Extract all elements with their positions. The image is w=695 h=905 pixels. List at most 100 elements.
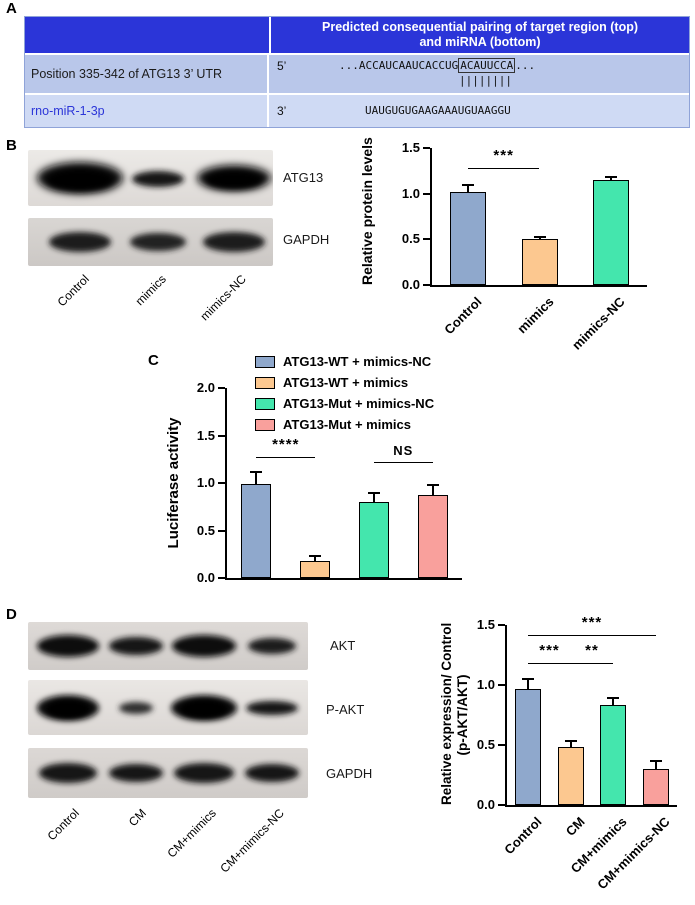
error-bar-cap bbox=[605, 176, 618, 179]
y-axis-title: Relative expression/ Control (p-AKT/AKT) bbox=[439, 622, 471, 805]
y-tick bbox=[423, 284, 430, 286]
y-axis-title-line: Relative protein levels bbox=[358, 137, 375, 285]
five-prime-label: 5’ bbox=[277, 59, 287, 73]
blot-label-gapdh-b: GAPDH bbox=[283, 232, 330, 247]
panel-c-label: C bbox=[148, 352, 159, 369]
y-axis-title-line: Luciferase activity bbox=[165, 417, 182, 549]
blot-label-atg13: ATG13 bbox=[283, 170, 324, 185]
error-bar-cap bbox=[607, 697, 620, 700]
legend-swatch bbox=[255, 356, 275, 368]
mirna-sequence-cell: 3’ UAUGUGUGAAGAAAUGUAAGGU bbox=[269, 95, 689, 127]
significance-label: *** bbox=[581, 613, 603, 631]
three-prime-label: 3’ bbox=[277, 104, 287, 118]
error-bar-cap bbox=[649, 759, 662, 762]
plot-area: *** bbox=[430, 147, 647, 287]
error-bar bbox=[538, 236, 541, 240]
blot-image-atg13 bbox=[37, 162, 271, 194]
y-tick bbox=[218, 577, 225, 579]
chart-protein-levels: *** 0.0 0.5 1.0 1.5 Control mimics mimics-NC Rel… bbox=[345, 137, 693, 353]
bar bbox=[515, 688, 542, 805]
legend-swatch bbox=[255, 419, 275, 431]
y-tick-label: 0.0 bbox=[401, 277, 420, 292]
y-tick bbox=[498, 744, 505, 746]
y-tick-label: 1.0 bbox=[476, 677, 495, 692]
blot-strip-pakt bbox=[28, 680, 308, 735]
table-header-title: Predicted consequential pairing of targe… bbox=[322, 20, 638, 49]
utr-sequence: ...ACCAUCAAUCACCUG ACAUUCCA... bbox=[339, 58, 535, 73]
legend-swatch bbox=[255, 398, 275, 410]
significance-label: *** bbox=[493, 147, 514, 165]
bar bbox=[358, 502, 389, 578]
error-bar-cap bbox=[522, 678, 535, 680]
y-tick-label: 1.5 bbox=[196, 427, 215, 443]
table-row-utr: Position 335-342 of ATG13 3’ UTR 5’ ...A… bbox=[25, 53, 689, 93]
y-tick bbox=[423, 192, 430, 195]
blot-label-gapdh-d: GAPDH bbox=[326, 766, 373, 781]
y-tick bbox=[218, 387, 225, 389]
significance-line bbox=[256, 457, 316, 459]
bar bbox=[642, 769, 669, 805]
error-bar bbox=[372, 493, 375, 502]
lane-label: mimics bbox=[132, 272, 169, 309]
y-tick bbox=[218, 434, 225, 437]
significance-line bbox=[467, 168, 540, 170]
error-bar bbox=[314, 556, 317, 561]
bar bbox=[521, 239, 558, 285]
blot-strip-akt bbox=[28, 622, 308, 670]
legend-label: ATG13-WT + mimics bbox=[283, 375, 409, 390]
panel-a-label: A bbox=[6, 0, 17, 17]
error-bar bbox=[255, 471, 258, 484]
bar bbox=[417, 495, 448, 578]
y-tick bbox=[218, 529, 225, 532]
error-bar-cap bbox=[461, 184, 474, 187]
bar bbox=[600, 705, 627, 805]
seed-match-box: ACAUUCCA bbox=[458, 58, 516, 73]
utr-sequence-pre: ...ACCAUCAAUCACCUG bbox=[339, 59, 459, 72]
error-bar bbox=[612, 698, 615, 706]
significance-label: **** bbox=[272, 436, 300, 454]
legend-swatch bbox=[255, 377, 275, 389]
lane-label: Control bbox=[54, 272, 92, 310]
blot-image-pakt bbox=[37, 695, 298, 721]
error-bar bbox=[569, 741, 572, 748]
y-tick-label: 0.0 bbox=[476, 797, 495, 812]
bar bbox=[241, 483, 272, 578]
error-bar-cap bbox=[564, 740, 577, 743]
table-row-mirna: rno-miR-1-3p 3’ UAUGUGUGAAGAAAUGUAAGGU bbox=[25, 93, 689, 127]
error-bar-cap bbox=[533, 235, 546, 238]
significance-label: *** bbox=[539, 642, 560, 660]
error-bar bbox=[431, 484, 434, 496]
y-axis-title: Luciferase activity bbox=[165, 388, 183, 578]
mirna-name-cell: rno-miR-1-3p bbox=[25, 95, 269, 127]
error-bar-cap bbox=[426, 483, 439, 486]
blot-image-gapdh-d bbox=[39, 763, 299, 783]
blot-image-akt bbox=[37, 635, 296, 657]
utr-sequence-cell: 5’ ...ACCAUCAAUCACCUG ACAUUCCA... |||||||… bbox=[269, 55, 689, 93]
blot-strip-gapdh-b bbox=[28, 218, 273, 266]
y-tick-label: 1.0 bbox=[196, 475, 215, 490]
error-bar bbox=[527, 679, 530, 689]
bar bbox=[449, 191, 486, 285]
bar bbox=[593, 179, 630, 285]
y-tick-label: 2.0 bbox=[196, 380, 215, 395]
legend-label: ATG13-Mut + mimics bbox=[283, 417, 411, 432]
significance-line bbox=[373, 462, 433, 464]
y-tick bbox=[423, 238, 430, 241]
error-bar bbox=[654, 760, 657, 769]
table-header-left-cell bbox=[25, 17, 271, 53]
legend-label: ATG13-WT + mimics-NC bbox=[283, 354, 432, 369]
y-tick-label: 1.5 bbox=[476, 617, 495, 632]
error-bar-cap bbox=[250, 470, 263, 473]
significance-line bbox=[570, 663, 614, 665]
error-bar bbox=[610, 177, 613, 180]
plot-area: *** ** *** bbox=[505, 614, 677, 807]
y-tick bbox=[423, 147, 430, 149]
y-tick-label: 1.5 bbox=[401, 140, 420, 155]
y-axis-title: Relative protein levels bbox=[358, 137, 376, 285]
y-axis-title-line: Relative expression/ Control bbox=[439, 622, 454, 805]
legend-label: ATG13-Mut + mimics-NC bbox=[283, 396, 435, 411]
targetscan-table: Predicted consequential pairing of targe… bbox=[24, 16, 690, 128]
error-bar-cap bbox=[367, 492, 380, 495]
error-bar-cap bbox=[309, 555, 322, 558]
